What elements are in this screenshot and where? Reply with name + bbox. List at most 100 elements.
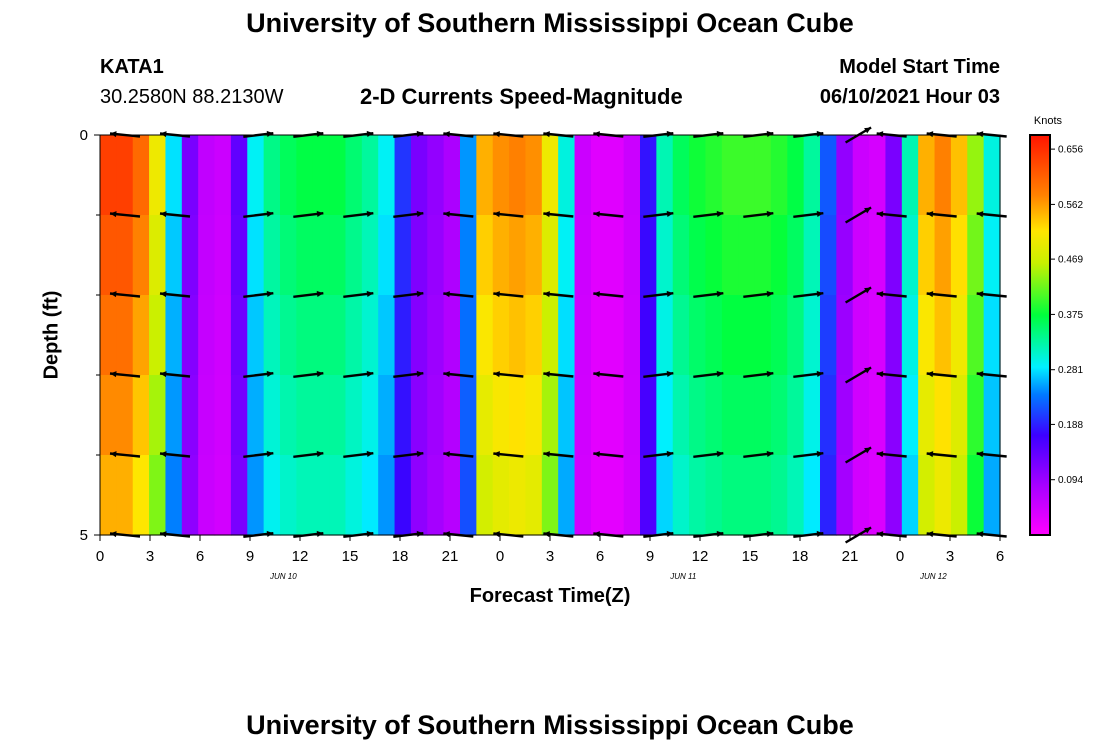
heatmap-cell [329, 455, 347, 536]
heatmap-cell [738, 295, 756, 376]
heatmap-cell [656, 215, 674, 296]
heatmap-cell [689, 135, 707, 216]
current-vector-arrow [443, 211, 474, 218]
current-vector-arrow [593, 371, 624, 378]
current-vector-arrow [643, 450, 674, 458]
heatmap-cell [214, 135, 232, 216]
current-vector-arrow [844, 366, 872, 384]
heatmap-cell [378, 135, 396, 216]
heatmap-cell [100, 375, 117, 456]
heatmap-cell [672, 295, 690, 376]
heatmap-cell [427, 455, 445, 536]
y-axis-title: Depth (ft) [40, 290, 63, 380]
heatmap-cell [558, 455, 576, 536]
heatmap-cell [983, 215, 1001, 296]
heatmap-cell [787, 375, 805, 456]
heatmap-cell [836, 135, 854, 216]
heatmap-cell [574, 135, 592, 216]
current-vector-arrow [109, 291, 141, 298]
heatmap-cell [394, 295, 412, 376]
x-tick-label: 3 [546, 548, 554, 565]
heatmap-cell [247, 215, 265, 296]
heatmap-cell [427, 375, 445, 456]
heatmap-cell [623, 455, 641, 536]
heatmap-layer [100, 135, 1001, 536]
current-vector-arrow [393, 210, 424, 218]
heatmap-cell [770, 135, 788, 216]
current-vector-arrow [493, 371, 524, 378]
current-vector-arrow [493, 211, 524, 218]
current-vector-arrow [844, 286, 872, 304]
heatmap-cell [590, 215, 608, 296]
heatmap-cell [885, 455, 903, 536]
heatmap-cell [165, 135, 183, 216]
heatmap-cell [640, 135, 657, 216]
heatmap-cell [640, 295, 657, 376]
current-vector-arrow [926, 451, 957, 458]
heatmap-cell [476, 215, 494, 296]
heatmap-cell [656, 455, 674, 536]
colorbar-tick-label: 0.094 [1058, 475, 1083, 486]
heatmap-cell [525, 135, 543, 216]
heatmap-cell [607, 455, 625, 536]
current-vector-arrow [693, 290, 724, 298]
heatmap-cell [640, 455, 657, 536]
current-vector-arrow [844, 446, 872, 464]
heatmap-cell [165, 295, 183, 376]
colorbar-gradient [1029, 134, 1051, 536]
heatmap-cell [950, 455, 968, 536]
heatmap-cell [509, 455, 527, 536]
heatmap-cell [492, 375, 510, 456]
heatmap-cell [394, 135, 412, 216]
x-tick-label: 3 [146, 548, 154, 565]
heatmap-cell [967, 215, 985, 296]
heatmap-cell [476, 375, 494, 456]
heatmap-cell [787, 215, 805, 296]
heatmap-cell [721, 215, 739, 296]
heatmap-cell [901, 375, 919, 456]
heatmap-cell [607, 375, 625, 456]
heatmap-cell [509, 375, 527, 456]
heatmap-cell [918, 135, 936, 216]
heatmap-cell [296, 455, 314, 536]
heatmap-cell [983, 135, 1001, 216]
x-tick-label: 0 [96, 548, 104, 565]
heatmap-cell [869, 375, 887, 456]
heatmap-cell [918, 295, 936, 376]
heatmap-cell [623, 135, 641, 216]
heatmap-cell [967, 455, 985, 536]
heatmap-cell [738, 375, 756, 456]
heatmap-cell [410, 455, 428, 536]
current-vector-arrow [243, 290, 274, 298]
heatmap-cell [361, 375, 379, 456]
heatmap-cell [345, 375, 363, 456]
current-vector-arrow [159, 291, 191, 298]
heatmap-cell [116, 375, 134, 456]
heatmap-cell [950, 215, 968, 296]
current-vector-arrow [926, 211, 957, 218]
heatmap-cell [181, 135, 199, 216]
current-vector-arrow [393, 130, 424, 138]
heatmap-cell [312, 375, 330, 456]
heatmap-cell [689, 375, 707, 456]
x-tick-label: 6 [596, 548, 604, 565]
heatmap-cell [280, 375, 297, 456]
heatmap-cell [967, 135, 985, 216]
x-axis-title: Forecast Time(Z) [469, 585, 631, 607]
heatmap-cell [132, 455, 150, 536]
x-tick-label: 15 [342, 548, 359, 565]
heatmap-cell [476, 455, 494, 536]
heatmap-cell [443, 215, 461, 296]
heatmap-cell [525, 295, 543, 376]
heatmap-cell [901, 295, 919, 376]
current-vector-arrow [543, 291, 574, 298]
heatmap-cell [394, 455, 412, 536]
model-start-label: Model Start Time [839, 56, 1000, 78]
heatmap-cell [492, 215, 510, 296]
heatmap-cell [427, 215, 445, 296]
current-vector-arrow [343, 370, 374, 378]
heatmap-cell [721, 295, 739, 376]
heatmap-cell [509, 215, 527, 296]
heatmap-cell [378, 375, 396, 456]
heatmap-cell [787, 455, 805, 536]
